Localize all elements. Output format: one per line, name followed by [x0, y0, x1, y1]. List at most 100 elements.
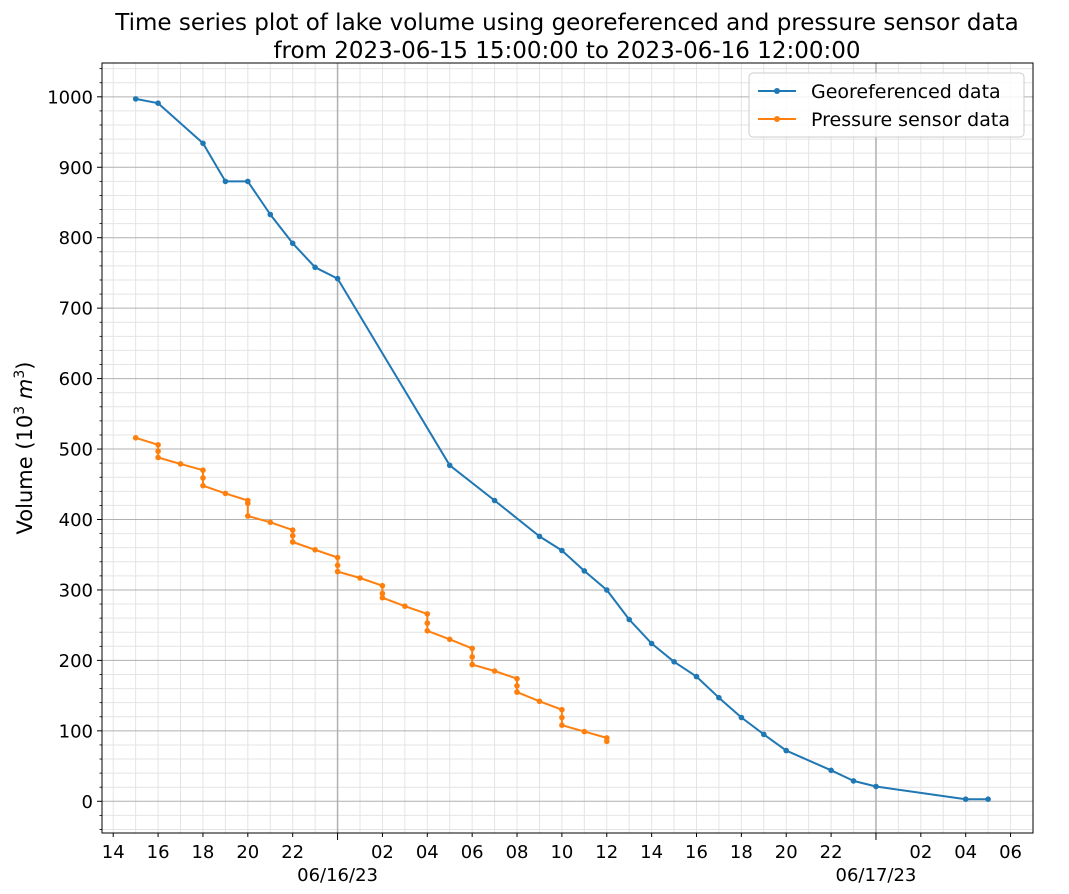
data-point-georeferenced: [581, 568, 588, 574]
data-point-georeferenced: [289, 240, 296, 247]
data-point-pressure: [604, 738, 610, 745]
legend: Georeferenced data Pressure sensor data: [748, 72, 1025, 138]
tick-label-x: 02: [371, 842, 394, 863]
data-point-pressure: [200, 482, 206, 489]
data-point-georeferenced: [738, 714, 745, 721]
data-point-pressure: [200, 467, 206, 474]
ticks-layer: 0 100 200 300 400 500 600 700 800 900 1000 14 16 18 20…: [47, 68, 1022, 886]
data-point-pressure: [379, 590, 386, 597]
tick-label-y: 400: [59, 510, 93, 531]
plot-frame: [101, 62, 1034, 834]
data-point-pressure: [402, 603, 408, 609]
tick-label-y: 200: [59, 651, 93, 672]
data-point-pressure: [424, 611, 431, 617]
data-point-pressure: [514, 683, 520, 689]
tick-label-y: 100: [59, 721, 93, 742]
data-point-pressure: [559, 722, 565, 728]
tick-label-x: 14: [640, 842, 663, 863]
data-point-georeferenced: [693, 673, 700, 680]
series-line-georeferenced: [135, 97, 989, 801]
data-point-pressure: [424, 620, 431, 626]
legend-marker-pressure: [774, 116, 780, 122]
data-point-pressure: [559, 714, 565, 721]
data-point-georeferenced: [334, 275, 341, 282]
data-point-pressure: [446, 636, 453, 643]
data-point-pressure: [289, 527, 296, 533]
data-point-georeferenced: [761, 731, 767, 738]
tick-label-y: 0: [82, 792, 93, 813]
data-point-pressure: [155, 442, 161, 448]
tick-label-y: 700: [59, 299, 93, 320]
data-point-georeferenced: [222, 178, 229, 185]
tick-label-x: 04: [954, 842, 977, 863]
data-point-georeferenced: [604, 587, 610, 593]
tick-label-x: 08: [506, 842, 529, 863]
tick-label-x: 22: [820, 842, 843, 863]
data-point-georeferenced: [985, 796, 991, 802]
tick-label-y: 800: [59, 228, 93, 249]
tick-label-x: 14: [102, 842, 125, 863]
data-point-pressure: [559, 706, 565, 713]
data-point-georeferenced: [671, 659, 677, 665]
y-axis-label: Volume (103 m3): [12, 362, 37, 535]
tick-label-x: 04: [416, 842, 439, 863]
data-point-pressure: [514, 675, 520, 682]
tick-label-x: 18: [191, 842, 214, 863]
data-point-pressure: [200, 475, 206, 481]
tick-label-x: 16: [147, 842, 170, 863]
data-point-pressure: [289, 532, 296, 539]
data-point-pressure: [357, 575, 363, 581]
data-point-georeferenced: [962, 796, 969, 802]
tick-label-x: 10: [550, 842, 573, 863]
major-grid: [102, 63, 1033, 833]
data-point-pressure: [155, 448, 161, 455]
data-point-pressure: [245, 500, 251, 507]
data-point-pressure: [222, 490, 229, 497]
legend-box: [748, 72, 1025, 138]
data-point-pressure: [289, 539, 296, 545]
data-point-pressure: [312, 547, 318, 553]
tick-label-y: 300: [59, 580, 93, 601]
data-point-pressure: [334, 554, 341, 561]
tick-label-x: 06: [999, 842, 1022, 863]
major-tick-label-x: 06/16/23: [297, 865, 378, 886]
chart-subtitle: from 2023-06-15 15:00:00 to 2023-06-16 1…: [273, 38, 860, 64]
legend-label-georeferenced: Georeferenced data: [811, 81, 1001, 103]
chart-title: Time series plot of lake volume using ge…: [114, 10, 1018, 36]
data-point-pressure: [334, 562, 341, 569]
data-point-georeferenced: [850, 778, 857, 784]
data-point-pressure: [155, 454, 161, 461]
data-point-pressure: [379, 594, 386, 601]
legend-label-pressure: Pressure sensor data: [811, 109, 1010, 131]
tick-label-x: 02: [909, 842, 932, 863]
data-point-georeferenced: [648, 640, 655, 647]
data-point-pressure: [469, 654, 476, 660]
data-point-georeferenced: [873, 783, 879, 790]
tick-label-y: 900: [59, 158, 93, 179]
legend-marker-georeferenced: [774, 88, 780, 94]
data-point-georeferenced: [267, 211, 274, 218]
tick-label-x: 20: [775, 842, 798, 863]
data-point-pressure: [581, 728, 588, 735]
series-layer: [132, 96, 991, 802]
tick-label-y: 1000: [47, 87, 93, 108]
minor-grid: [102, 63, 1034, 833]
data-point-georeferenced: [828, 767, 834, 774]
data-point-georeferenced: [716, 694, 722, 701]
tick-label-x: 06: [461, 842, 484, 863]
data-point-pressure: [334, 568, 341, 575]
tick-label-y: 600: [59, 369, 93, 390]
data-point-pressure: [424, 628, 431, 634]
data-point-georeferenced: [536, 533, 543, 540]
tick-label-x: 12: [595, 842, 618, 863]
data-point-georeferenced: [245, 178, 251, 185]
data-point-pressure: [245, 513, 251, 519]
data-point-pressure: [177, 461, 184, 467]
data-point-georeferenced: [446, 462, 453, 469]
data-point-pressure: [491, 668, 498, 674]
data-point-georeferenced: [559, 547, 565, 554]
data-point-pressure: [536, 698, 543, 705]
tick-label-x: 16: [685, 842, 708, 863]
tick-label-y: 500: [59, 440, 93, 461]
